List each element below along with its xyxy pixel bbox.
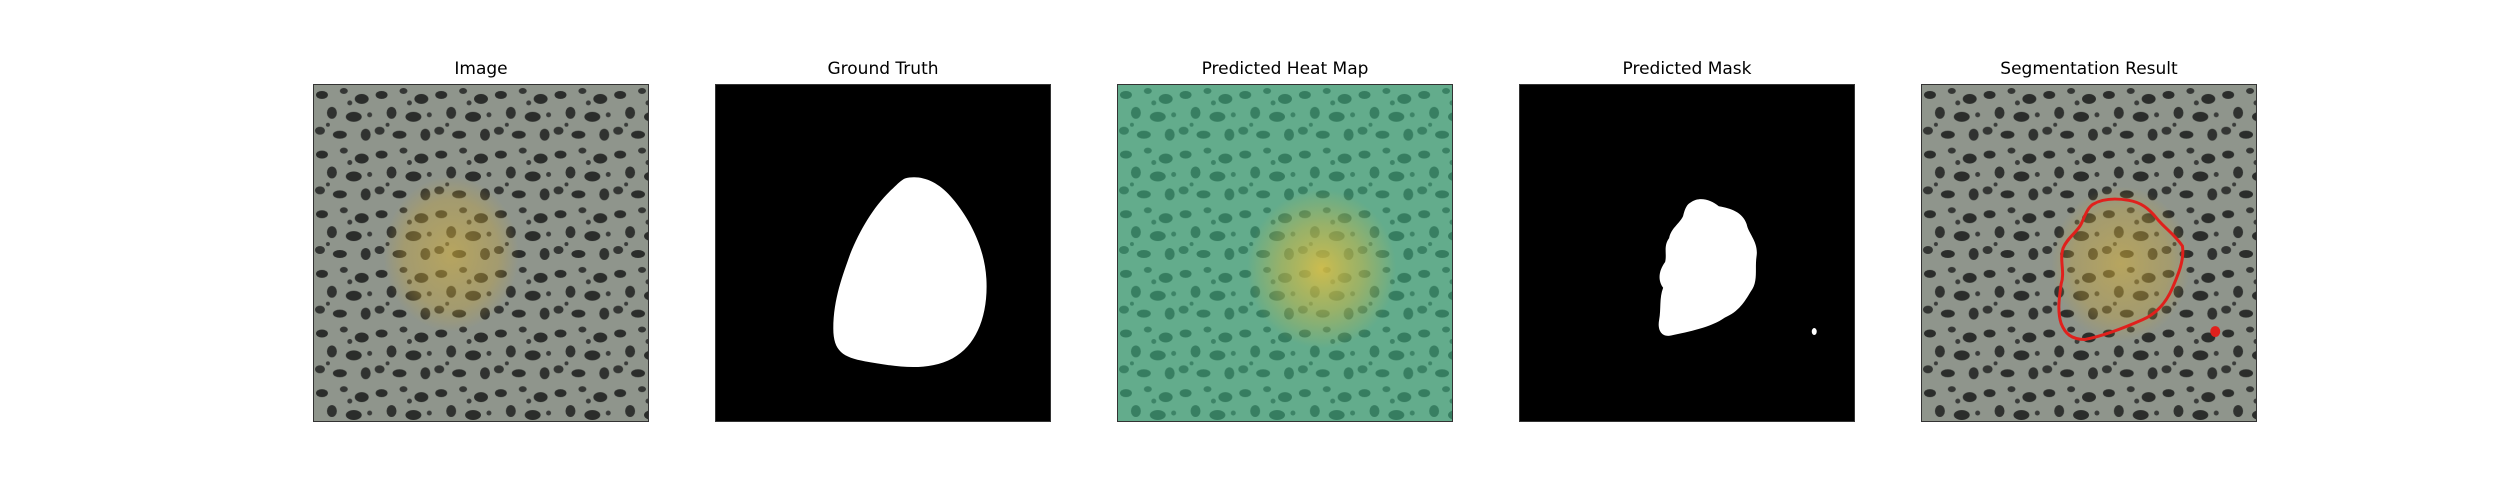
ground-truth-mask: [716, 85, 1050, 421]
predicted-region: [1658, 199, 1757, 336]
ground-truth-region: [833, 177, 987, 368]
panel-title-heat-map: Predicted Heat Map: [1201, 59, 1369, 79]
ground-truth-panel: [715, 84, 1051, 422]
heat-map: [1118, 85, 1452, 421]
false-positive-blob: [2210, 326, 2221, 337]
predicted-mask-panel: [1519, 84, 1855, 422]
panel-title-image: Image: [454, 59, 508, 79]
segmentation-result-panel: [1921, 84, 2257, 422]
input-image: [314, 85, 648, 421]
heat-hotspot: [1247, 189, 1397, 349]
panel-title-segmentation-result: Segmentation Result: [2000, 59, 2178, 79]
heat-map-panel: [1117, 84, 1453, 422]
lesion-region: [383, 176, 519, 332]
segmentation-contour: [2057, 197, 2185, 341]
predicted-mask: [1520, 85, 1854, 421]
lesion-region: [2051, 186, 2191, 342]
panel-title-predicted-mask: Predicted Mask: [1622, 59, 1752, 79]
panel-title-ground-truth: Ground Truth: [827, 59, 939, 79]
segmentation-result: [1922, 85, 2256, 421]
input-image-panel: [313, 84, 649, 422]
predicted-speck: [1811, 328, 1817, 336]
